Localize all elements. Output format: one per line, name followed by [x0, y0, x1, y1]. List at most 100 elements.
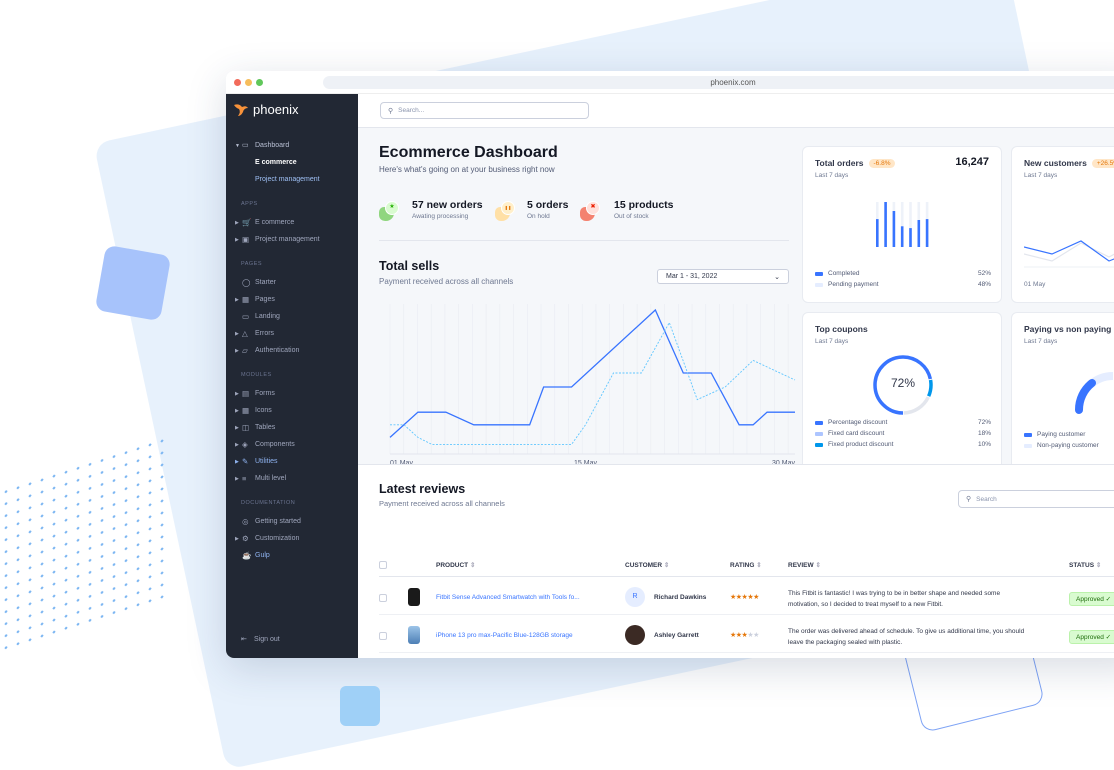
caret-right-icon: ▶	[235, 297, 239, 303]
bar-background	[909, 202, 912, 247]
row-checkbox[interactable]	[379, 594, 387, 602]
sort-icon: ⇕	[469, 562, 476, 569]
browser-window: phoenix.com phoenix ▼ ▭ Dashboard E commerc…	[226, 71, 1114, 658]
coupons-donut-chart	[873, 355, 933, 415]
legend-item: Percentage discount 72%	[815, 419, 991, 426]
status-badge: Approved ✓	[1069, 630, 1114, 644]
life-buoy-icon: ◎	[242, 517, 249, 526]
sort-icon: ⇕	[663, 562, 670, 569]
x-tick-label: 01 May	[390, 460, 413, 467]
sidebar-item[interactable]: ▶ ▦ Icons	[235, 404, 272, 418]
table-row	[379, 577, 1114, 615]
sidebar-item[interactable]: ☕ Gulp	[235, 549, 270, 563]
alert-triangle-icon: △	[242, 329, 248, 338]
sidebar-item[interactable]: ▶ ✎ Utilities	[235, 455, 278, 469]
x-tick-label: 30 May	[772, 460, 795, 467]
sidebar-item[interactable]: ▭ Landing	[235, 310, 280, 324]
sidebar-item[interactable]: ▶ ◫ Tables	[235, 421, 275, 435]
product-image[interactable]	[408, 626, 420, 644]
donut-center-value: 72%	[890, 376, 916, 390]
review-text: The order was delivered ahead of schedul…	[788, 628, 1025, 646]
search-input[interactable]: ⚲ Search...	[380, 102, 589, 119]
legend-swatch	[1024, 443, 1032, 448]
paying-card: Paying vs non paying Last 7 days Paying …	[1011, 312, 1114, 470]
change-badge: +26.5%	[1091, 158, 1114, 168]
stat-item: ❚❚ 5 orders On hold	[495, 199, 605, 229]
reviews-subtitle: Payment received across all channels	[379, 499, 505, 508]
column-header[interactable]: PRODUCT ⇕	[436, 562, 476, 569]
legend-swatch	[815, 442, 823, 447]
date-range-select[interactable]: Mar 1 - 31, 2022 ⌄	[657, 269, 789, 284]
sidebar-item[interactable]: ▶ 🛒 E commerce	[235, 216, 294, 230]
decorative-square	[340, 686, 380, 726]
series-line-dashed	[390, 321, 796, 445]
search-icon: ⚲	[388, 107, 394, 115]
paying-gauge-chart	[1074, 372, 1114, 414]
sidebar-item[interactable]: ▶ ▣ Project management	[235, 233, 320, 247]
sidebar-item[interactable]: ▶ ▤ Forms	[235, 387, 275, 401]
topbar: ⚲ Search...	[358, 94, 1114, 128]
sign-out-button[interactable]: ⇤ Sign out	[241, 633, 280, 647]
total-sells-title: Total sells	[379, 259, 440, 273]
column-header[interactable]: CUSTOMER ⇕	[625, 562, 670, 569]
sidebar-item[interactable]: ▶ ▦ Pages	[235, 293, 275, 307]
caret-right-icon: ▶	[235, 237, 239, 243]
legend-swatch	[815, 420, 823, 425]
caret-right-icon: ▶	[235, 348, 239, 354]
reviews-search-input[interactable]: ⚲ Search	[958, 490, 1114, 508]
sidebar-section-heading: DOCUMENTATION	[241, 500, 296, 506]
product-link[interactable]: Fitbit Sense Advanced Smartwatch with To…	[436, 594, 580, 601]
sidebar-item[interactable]: ◯ Starter	[235, 276, 276, 290]
main-content: ⚲ Search... Ecommerce Dashboard Here's w…	[358, 94, 1114, 658]
layers-icon: ≡	[242, 474, 247, 483]
column-header[interactable]: STATUS ⇕	[1069, 562, 1102, 569]
sidebar-item[interactable]: ▶ ▱ Authentication	[235, 344, 299, 358]
legend-item: Paying customer	[1024, 431, 1114, 438]
maximize-dot-icon[interactable]	[256, 79, 263, 86]
column-header[interactable]: REVIEW ⇕	[788, 562, 821, 569]
previous-period-line	[1024, 242, 1114, 262]
divider	[379, 240, 789, 241]
sidebar-item-dashboard[interactable]: ▼ ▭ Dashboard	[235, 139, 289, 153]
product-link[interactable]: iPhone 13 pro max-Pacific Blue-128GB sto…	[436, 632, 573, 639]
row-checkbox[interactable]	[379, 632, 387, 640]
sort-icon: ⇕	[815, 562, 821, 569]
status-badge: Approved ✓	[1069, 592, 1114, 606]
settings-icon: ⚙	[242, 534, 249, 543]
select-all-checkbox[interactable]	[379, 561, 387, 569]
sidebar-item[interactable]: ◎ Getting started	[235, 515, 301, 529]
change-badge: -6.8%	[868, 158, 896, 168]
sidebar-subitem[interactable]: E commerce	[255, 159, 297, 166]
brand-logo[interactable]: phoenix	[233, 102, 299, 117]
customer-name[interactable]: Richard Dawkins	[654, 594, 707, 601]
column-header[interactable]: RATING ⇕	[730, 562, 762, 569]
minimize-dot-icon[interactable]	[245, 79, 252, 86]
total-orders-bar-chart	[876, 202, 929, 247]
sidebar-section-heading: APPS	[241, 201, 258, 207]
compass-icon: ◯	[242, 278, 251, 287]
donut-segment	[873, 355, 933, 415]
close-dot-icon[interactable]	[234, 79, 241, 86]
sidebar-item[interactable]: ▶ ⚙ Customization	[235, 532, 299, 546]
caret-right-icon: ▶	[235, 476, 239, 482]
x-icon: ✖	[586, 201, 600, 215]
sidebar-subitem[interactable]: Project management	[255, 176, 320, 183]
product-image[interactable]	[408, 588, 420, 606]
gulp-icon: ☕	[242, 551, 252, 560]
monitor-icon: ▭	[242, 142, 249, 149]
page-subtitle: Here's what's going on at your business …	[379, 165, 555, 174]
sidebar-item[interactable]: ▶ ≡ Multi level	[235, 472, 286, 486]
address-bar[interactable]: phoenix.com	[323, 76, 1114, 89]
decorative-square	[94, 244, 172, 322]
divider	[379, 576, 1114, 577]
new-customers-card: New customers +26.5% Last 7 days 01 May	[1011, 146, 1114, 303]
sort-icon: ⇕	[756, 562, 762, 569]
customer-name[interactable]: Ashley Garrett	[654, 632, 699, 639]
caret-right-icon: ▶	[235, 536, 239, 542]
total-sells-subtitle: Payment received across all channels	[379, 277, 514, 286]
stat-item: ✖ 15 products Out of stock	[580, 199, 690, 229]
caret-right-icon: ▶	[235, 331, 239, 337]
sidebar-item[interactable]: ▶ ◈ Components	[235, 438, 295, 452]
sidebar-item[interactable]: ▶ △ Errors	[235, 327, 274, 341]
legend-item: Non-paying customer	[1024, 442, 1114, 449]
